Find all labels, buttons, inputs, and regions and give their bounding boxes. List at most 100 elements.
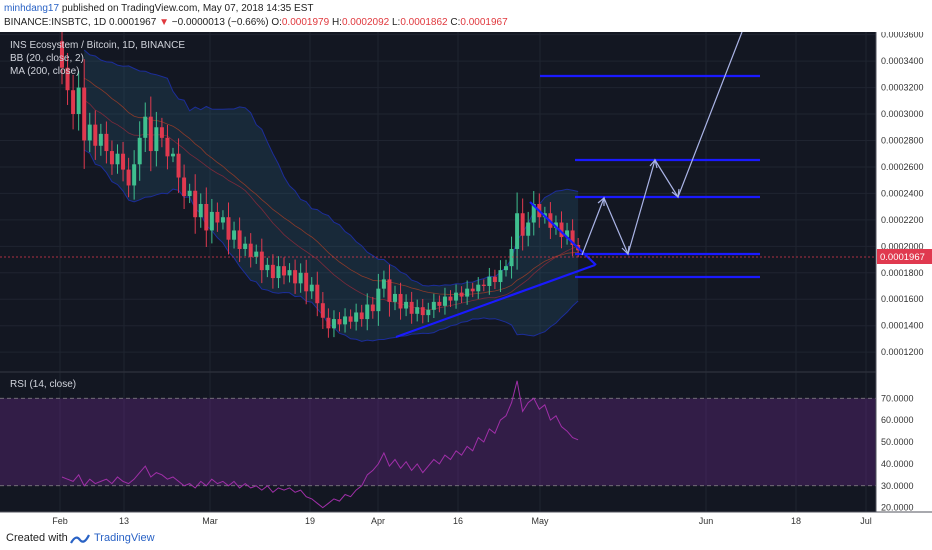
candle-body: [232, 230, 237, 240]
candle-body: [526, 222, 531, 236]
price-tick-label: 0.0003000: [881, 109, 924, 119]
publish-line: minhdang17 published on TradingView.com,…: [4, 3, 313, 14]
candle-body: [315, 284, 320, 304]
candle-body: [182, 177, 187, 197]
candle-body: [309, 284, 314, 292]
candle-body: [243, 243, 248, 249]
time-tick-label: 18: [791, 516, 801, 526]
projection-arrowhead-2: [621, 245, 630, 256]
low-label: L:: [392, 17, 401, 28]
candle-body: [498, 270, 503, 283]
candle-body: [459, 292, 464, 297]
candle-body: [121, 153, 126, 170]
candle-body: [282, 266, 286, 276]
candle-body: [426, 309, 431, 316]
projection-arrowhead-4: [671, 188, 680, 199]
candle-body: [454, 292, 459, 301]
candle-body: [465, 288, 470, 297]
rsi-legend: RSI (14, close): [10, 379, 76, 390]
time-tick-label: Jul: [860, 516, 872, 526]
bollinger-bands: [83, 49, 579, 342]
candle-body: [98, 133, 103, 146]
time-tick-label: Apr: [371, 516, 385, 526]
price-tick-label: 0.0002000: [881, 241, 924, 251]
candle-body: [154, 127, 159, 152]
candle-body: [420, 307, 425, 316]
footer: Created with TradingView: [0, 528, 932, 550]
candle-body: [492, 276, 497, 283]
candle-body: [159, 127, 164, 138]
candle-body: [293, 270, 298, 284]
bb-fill: [84, 50, 579, 342]
candle-body: [359, 312, 364, 320]
candle-body: [104, 133, 109, 152]
rsi-tick-label: 70.0000: [881, 393, 914, 403]
candle-body: [82, 87, 87, 141]
rsi-tick-label: 20.0000: [881, 503, 914, 513]
candle-body: [137, 137, 142, 165]
close-label: C:: [450, 17, 461, 28]
candle-body: [481, 284, 486, 287]
time-axis[interactable]: [0, 512, 932, 528]
open-value: 0.0001979: [281, 17, 330, 28]
price-tick-label: 0.0002800: [881, 135, 924, 145]
support-trendline: [395, 263, 596, 339]
price-grid: [0, 32, 876, 512]
high-label: H:: [331, 17, 342, 28]
candle-body: [204, 203, 209, 231]
candle-body: [504, 266, 508, 271]
chart-canvas[interactable]: INS Ecosystem / Bitcoin, 1D, BINANCE BB …: [0, 32, 932, 528]
candle-body: [404, 301, 409, 309]
time-tick-label: Mar: [202, 516, 218, 526]
candle-body: [409, 301, 414, 314]
candle-body: [448, 296, 453, 301]
candle-body: [487, 276, 492, 287]
candle-body: [237, 230, 242, 249]
candle-body: [565, 230, 570, 238]
time-tick-label: Feb: [52, 516, 68, 526]
last-price: 0.0001967: [109, 17, 157, 28]
last-price-tag: [877, 249, 932, 264]
time-tick-label: May: [531, 516, 549, 526]
candle-body: [226, 217, 231, 240]
candle-body: [304, 272, 309, 292]
candle-body: [187, 190, 192, 197]
rsi-band: [0, 398, 876, 486]
chart-area[interactable]: INS Ecosystem / Bitcoin, 1D, BINANCE BB …: [0, 32, 932, 528]
candle-body: [337, 319, 342, 325]
candle-body: [381, 279, 386, 289]
candle-body: [65, 67, 70, 91]
candle-body: [71, 90, 76, 115]
legend-ma: MA (200, close): [10, 66, 79, 77]
price-tick-label: 0.0003600: [881, 32, 924, 40]
candle-body: [265, 264, 270, 271]
candle-body: [559, 222, 564, 238]
candle-body: [287, 270, 292, 276]
candle-body: [437, 301, 442, 306]
price-tick-label: 0.0003400: [881, 56, 924, 66]
publish-header: minhdang17 published on TradingView.com,…: [0, 0, 932, 32]
time-tick-label: 16: [453, 516, 463, 526]
candle-body: [109, 151, 114, 165]
candle-body: [348, 316, 353, 322]
candle-body: [148, 116, 153, 152]
projection-polyline: [581, 32, 743, 256]
candle-body: [431, 301, 436, 310]
candle-body: [476, 284, 481, 292]
time-tick-label: Jun: [699, 516, 714, 526]
candle-body: [215, 211, 220, 223]
candle-body: [126, 169, 131, 186]
candle-body: [209, 211, 214, 231]
candle-body: [326, 317, 331, 329]
candle-body: [331, 319, 336, 329]
candle-body: [115, 153, 120, 165]
candle-body: [93, 124, 98, 146]
candle-body: [87, 124, 92, 141]
symbol-label: BINANCE:INSBTC, 1D: [4, 17, 107, 28]
ma-line: [84, 77, 579, 296]
tradingview-brand-link[interactable]: TradingView: [94, 532, 155, 544]
candle-body: [370, 304, 375, 312]
time-tick-label: 13: [119, 516, 129, 526]
author-link[interactable]: minhdang17: [4, 3, 60, 14]
price-axis[interactable]: [876, 32, 932, 512]
